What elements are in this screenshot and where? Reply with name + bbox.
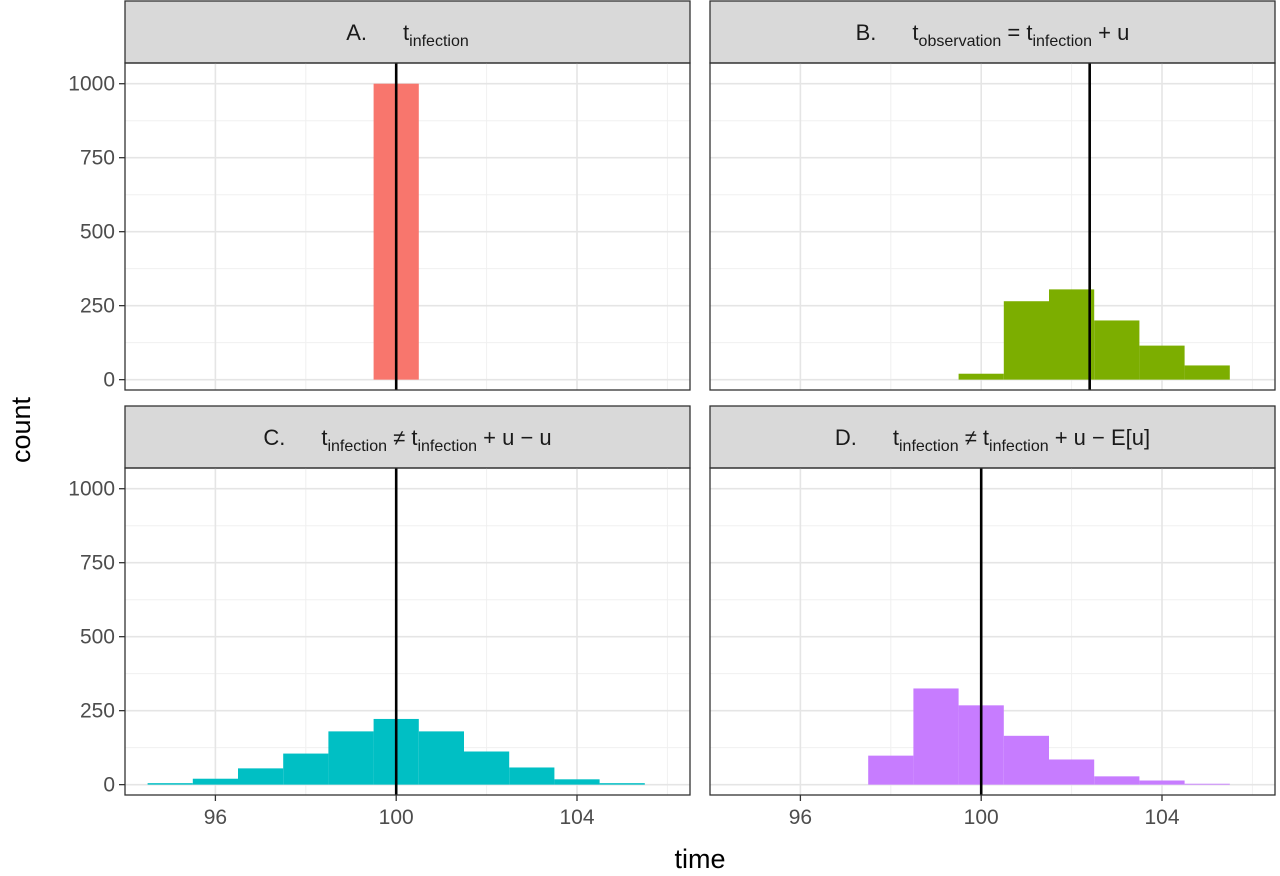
histogram-bar <box>868 755 914 785</box>
strip-title-part: ≠ t <box>959 425 989 450</box>
y-axis-title: count <box>6 396 36 463</box>
panel-b: B.tobservation​ = tinfection​ + u <box>709 0 1276 391</box>
strip-title-part: ≠ t <box>387 425 417 450</box>
bars <box>958 289 1230 380</box>
histogram-bar <box>192 778 238 785</box>
y-tick-label: 0 <box>103 774 115 797</box>
histogram-bar <box>913 688 959 785</box>
y-tick-label: 750 <box>80 147 115 170</box>
histogram-bar <box>238 768 284 785</box>
histogram-bar <box>1139 345 1185 380</box>
panel-border <box>709 62 1276 391</box>
strip-background <box>709 0 1276 64</box>
y-tick-label: 250 <box>80 700 115 723</box>
panel-border <box>124 467 691 796</box>
bars <box>868 688 1230 785</box>
histogram-bar <box>1184 783 1230 785</box>
strip-title-part: + u − u <box>477 425 552 450</box>
strip-title: D.tinfection​ ≠ tinfection​ + u − E[u] <box>835 425 1150 455</box>
histogram-bar <box>1003 735 1049 785</box>
histogram-bar <box>554 779 600 785</box>
y-tick-label: 250 <box>80 295 115 318</box>
gridlines <box>125 468 690 795</box>
histogram-bar <box>147 783 193 785</box>
strip-letter: B. <box>856 20 877 45</box>
bars <box>147 718 645 785</box>
strip-title-subscript: infection <box>417 438 477 455</box>
strip-title-subscript: observation <box>919 33 1002 50</box>
y-tick-label: 500 <box>80 221 115 244</box>
x-tick-label: 100 <box>964 806 999 829</box>
strip-background <box>124 405 691 469</box>
strip-title-part: = t <box>1001 20 1032 45</box>
strip-title-part: t <box>403 20 409 45</box>
y-tick-label: 750 <box>80 552 115 575</box>
histogram-bar <box>599 783 645 785</box>
strip-title-part: + u <box>1092 20 1129 45</box>
gridlines <box>710 63 1275 390</box>
histogram-bar <box>464 751 510 785</box>
panel-border <box>709 467 1276 796</box>
strip-background <box>124 0 691 64</box>
x-tick-label: 104 <box>559 806 594 829</box>
histogram-bar <box>328 731 374 785</box>
x-axis-title: time <box>674 844 725 874</box>
strip-title: B.tobservation​ = tinfection​ + u <box>856 20 1130 50</box>
strip-title-subscript: infection <box>899 438 959 455</box>
histogram-bar <box>418 731 464 785</box>
panels-group: A.tinfection​02505007501000B.tobservatio… <box>68 0 1276 829</box>
histogram-bar <box>1094 776 1140 785</box>
x-tick-label: 100 <box>379 806 414 829</box>
strip-title-subscript: infection <box>409 33 469 50</box>
histogram-bar <box>1003 301 1049 380</box>
strip-title-subscript: infection <box>1032 33 1092 50</box>
panel-c: C.tinfection​ ≠ tinfection​ + u − u02505… <box>68 405 691 829</box>
y-tick-label: 500 <box>80 626 115 649</box>
strip-title-part: t <box>912 20 918 45</box>
strip-title: C.tinfection​ ≠ tinfection​ + u − u <box>263 425 551 455</box>
y-tick-label: 1000 <box>68 73 115 96</box>
strip-title-part: t <box>321 425 327 450</box>
histogram-bar <box>1049 759 1095 785</box>
strip-title-subscript: infection <box>327 438 387 455</box>
strip-letter: A. <box>346 20 367 45</box>
panel-border <box>124 62 691 391</box>
histogram-bar <box>1184 365 1230 380</box>
histogram-bar <box>958 373 1004 380</box>
histogram-bar <box>1139 780 1185 785</box>
strip-letter: D. <box>835 425 857 450</box>
histogram-bar <box>509 767 555 785</box>
y-tick-label: 1000 <box>68 478 115 501</box>
strip-background <box>709 405 1276 469</box>
histogram-bar <box>1094 320 1140 380</box>
strip-letter: C. <box>263 425 285 450</box>
histogram-bar <box>1049 289 1095 380</box>
strip-title-part: t <box>893 425 899 450</box>
strip-title-part: + u − E[u] <box>1049 425 1151 450</box>
x-tick-label: 104 <box>1144 806 1179 829</box>
strip-title: A.tinfection​ <box>346 20 469 50</box>
x-tick-label: 96 <box>204 806 227 829</box>
panel-d: D.tinfection​ ≠ tinfection​ + u − E[u]96… <box>709 405 1276 829</box>
histogram-bar <box>283 753 329 785</box>
y-tick-label: 0 <box>103 369 115 392</box>
strip-title-subscript: infection <box>989 438 1049 455</box>
x-tick-label: 96 <box>789 806 812 829</box>
